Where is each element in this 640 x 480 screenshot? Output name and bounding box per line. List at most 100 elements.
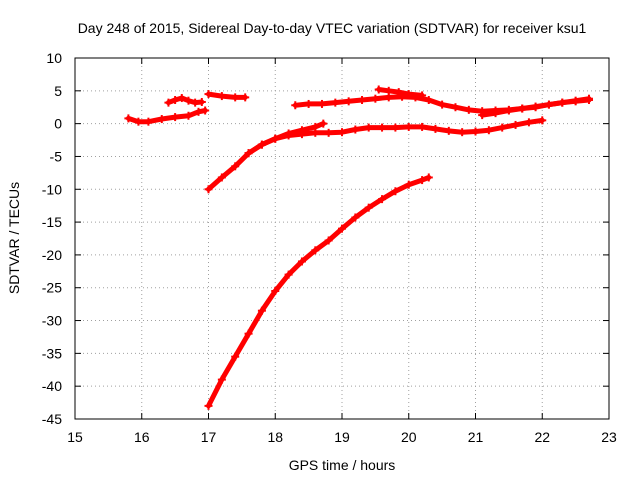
data-point — [378, 195, 387, 204]
data-point — [571, 96, 580, 105]
series-layer — [124, 85, 593, 410]
data-point — [404, 180, 413, 189]
data-point — [418, 176, 427, 185]
series-line-3 — [206, 91, 248, 100]
data-point — [344, 97, 353, 106]
y-tick-label: -30 — [42, 313, 62, 329]
data-point — [311, 246, 320, 255]
series-line-1 — [125, 108, 208, 125]
data-point — [241, 93, 250, 102]
y-tick-label: -40 — [42, 378, 62, 394]
data-point — [291, 101, 300, 110]
data-point — [271, 287, 280, 296]
data-point — [184, 96, 193, 105]
data-point — [297, 257, 306, 266]
data-point — [438, 100, 447, 109]
data-point — [257, 140, 266, 149]
data-point — [201, 106, 210, 115]
x-tick-label: 23 — [601, 429, 617, 445]
data-point — [404, 90, 413, 99]
data-point — [191, 98, 200, 107]
y-tick-label: 0 — [54, 116, 62, 132]
data-point — [244, 149, 253, 158]
data-point — [164, 98, 173, 107]
data-point — [464, 105, 473, 114]
x-tick-label: 20 — [401, 429, 417, 445]
data-point — [544, 100, 553, 109]
data-point — [231, 352, 240, 361]
data-point — [319, 119, 328, 128]
x-tick-label: 19 — [334, 429, 350, 445]
data-point — [271, 134, 280, 143]
data-point — [351, 125, 360, 134]
x-tick-label: 17 — [201, 429, 217, 445]
data-point — [364, 123, 373, 132]
data-point — [217, 375, 226, 384]
data-point — [498, 123, 507, 132]
x-axis-label: GPS time / hours — [289, 457, 396, 473]
data-point — [157, 115, 166, 124]
data-point — [444, 126, 453, 135]
data-point — [491, 109, 500, 118]
data-point — [418, 122, 427, 131]
x-tick-label: 16 — [134, 429, 150, 445]
data-point — [418, 91, 427, 100]
data-point — [424, 173, 433, 182]
data-point — [331, 98, 340, 107]
x-tick-labels: 15 16 17 18 19 20 21 22 23 — [67, 429, 617, 445]
data-point — [391, 187, 400, 196]
data-point — [584, 94, 593, 103]
axis-ticks — [74, 57, 610, 420]
data-point — [371, 94, 380, 103]
data-point — [338, 224, 346, 233]
data-point — [297, 130, 306, 139]
data-point — [304, 99, 313, 108]
data-point — [171, 113, 180, 122]
y-tick-label: -25 — [42, 280, 62, 296]
data-point — [204, 90, 213, 99]
data-point — [197, 97, 206, 106]
data-point — [257, 306, 266, 315]
y-tick-label: -10 — [42, 181, 62, 197]
data-point — [324, 236, 333, 245]
y-tick-label: -15 — [42, 214, 62, 230]
data-point — [391, 123, 400, 132]
data-point — [244, 329, 253, 338]
data-point — [394, 88, 403, 97]
data-point — [504, 106, 513, 115]
data-point — [538, 116, 547, 125]
y-tick-label: 10 — [46, 50, 62, 66]
y-tick-label: -20 — [42, 247, 62, 263]
data-point — [231, 162, 240, 171]
data-point — [431, 124, 440, 133]
data-point — [374, 85, 383, 94]
data-point — [134, 117, 143, 126]
data-point — [404, 122, 413, 131]
data-point — [284, 270, 293, 279]
data-point — [511, 120, 520, 129]
data-point — [231, 93, 240, 102]
data-point — [558, 98, 567, 107]
x-tick-label: 21 — [468, 429, 484, 445]
data-point — [311, 128, 320, 137]
data-point — [484, 126, 493, 135]
x-tick-label: 18 — [267, 429, 283, 445]
data-point — [217, 92, 226, 101]
y-tick-label: -45 — [42, 411, 62, 427]
x-tick-label: 22 — [534, 429, 550, 445]
data-point — [144, 117, 153, 126]
data-point — [351, 213, 360, 222]
data-point — [184, 111, 193, 120]
data-point — [384, 86, 393, 95]
data-point — [458, 128, 467, 137]
data-point — [524, 118, 533, 127]
data-point — [204, 401, 213, 410]
y-tick-labels: 10 5 0 -5 -10 -15 -20 -25 -30 -35 -40 -45 — [42, 50, 62, 427]
data-point — [424, 96, 433, 105]
data-point — [194, 107, 203, 116]
data-point — [518, 104, 527, 113]
data-point — [324, 128, 333, 137]
data-point — [478, 111, 487, 120]
series-line-9 — [206, 175, 432, 409]
